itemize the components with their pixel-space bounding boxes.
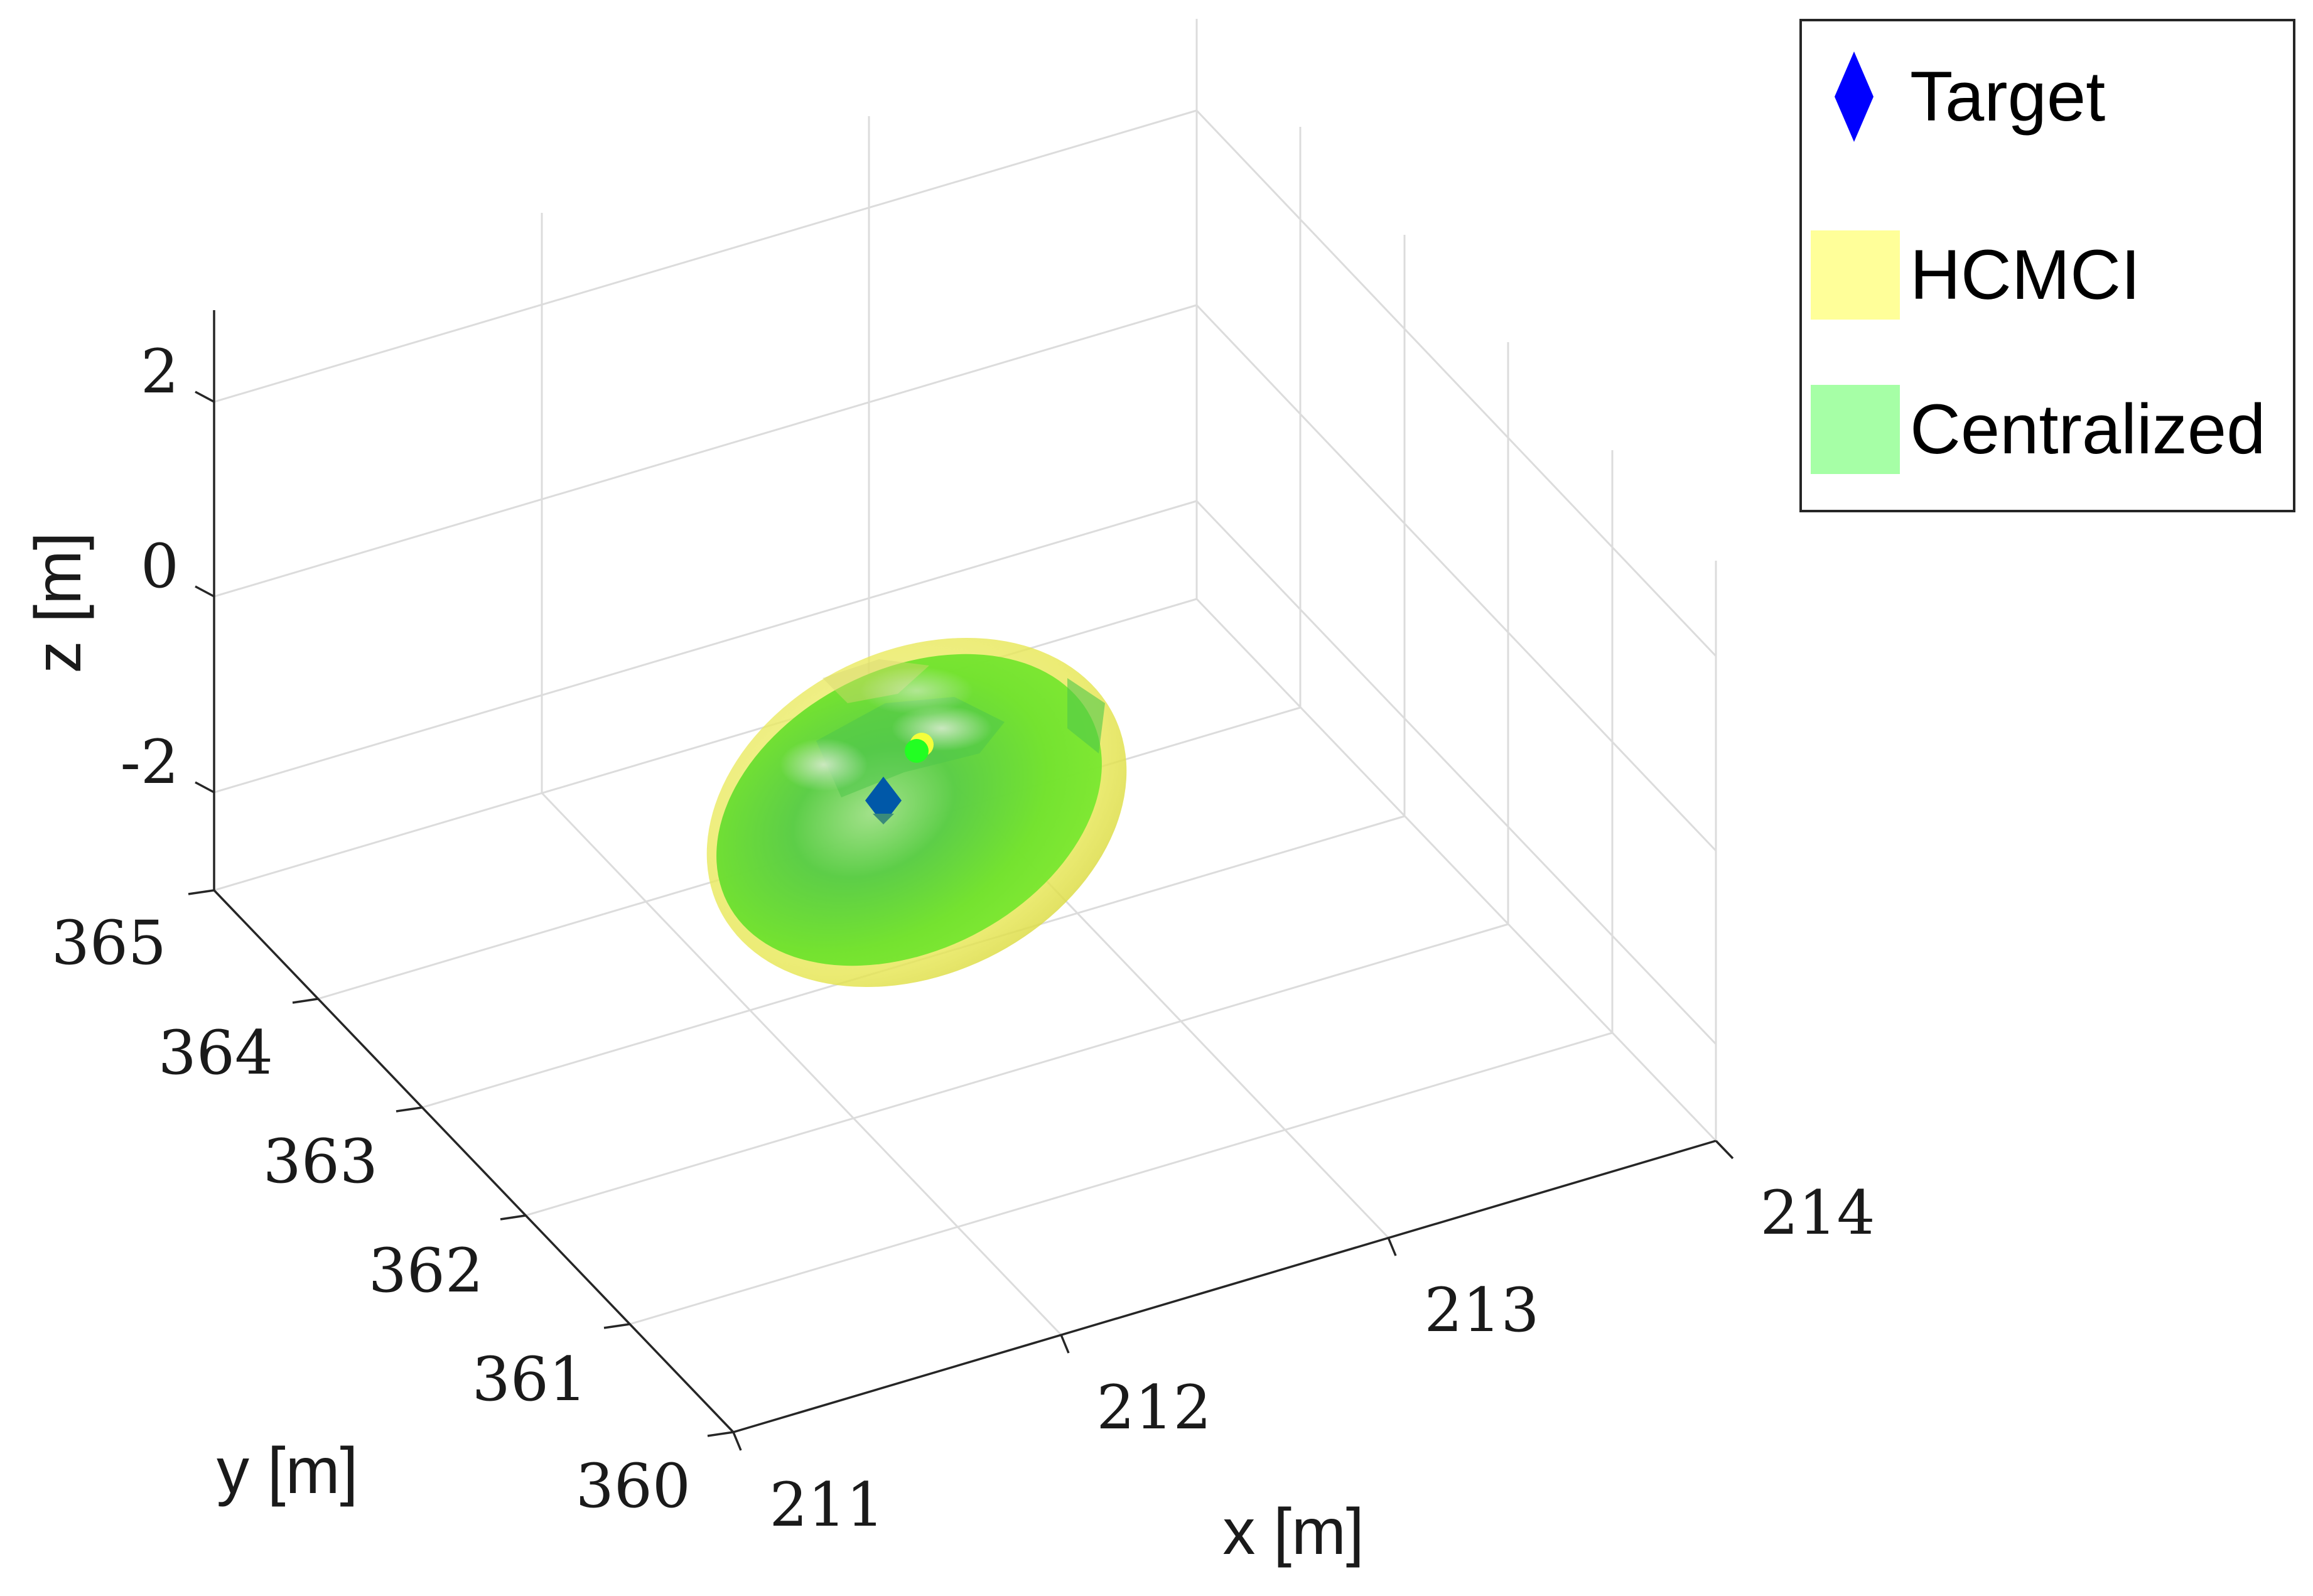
hcmci-swatch-icon (1811, 230, 1900, 320)
z-axis-label: z [m] (22, 532, 95, 673)
x-tick-labels: 211 212 213 214 (769, 1178, 1875, 1540)
legend: Target HCMCI Centralized (1799, 19, 2295, 512)
svg-text:362: 362 (369, 1236, 483, 1306)
target-marker (865, 777, 902, 824)
svg-text:363: 363 (263, 1126, 378, 1197)
centralized-swatch-icon (1811, 385, 1900, 474)
centralized-ellipsoid (716, 654, 1105, 966)
legend-label-hcmci: HCMCI (1910, 235, 2141, 314)
svg-text:211: 211 (769, 1470, 884, 1540)
svg-text:360: 360 (576, 1451, 691, 1521)
svg-text:214: 214 (1760, 1178, 1875, 1248)
svg-text:365: 365 (51, 908, 166, 978)
centralized-estimate-point (905, 739, 929, 763)
svg-text:361: 361 (472, 1344, 587, 1415)
x-axis-label: x [m] (1222, 1496, 1364, 1568)
axes (188, 310, 1734, 1451)
svg-text:212: 212 (1096, 1372, 1211, 1443)
legend-item-centralized: Centralized (1802, 379, 2293, 480)
x-axis (733, 1140, 1717, 1433)
z-tick-labels: 2 0 -2 (120, 337, 179, 797)
legend-item-target: Target (1802, 46, 2293, 147)
svg-text:364: 364 (158, 1018, 273, 1088)
y-axis-label: y [m] (217, 1435, 358, 1507)
z-tick-2: 2 (141, 337, 179, 407)
z-tick-0: 0 (141, 531, 179, 601)
legend-item-hcmci: HCMCI (1802, 225, 2293, 325)
z-tick-minus2: -2 (120, 727, 179, 797)
legend-label-target: Target (1910, 57, 2106, 136)
diamond-icon (1835, 51, 1874, 142)
svg-text:213: 213 (1424, 1275, 1539, 1345)
y-tick-labels: 365 364 363 362 361 360 (51, 908, 691, 1521)
legend-label-centralized: Centralized (1910, 390, 2266, 468)
y-axis (213, 889, 735, 1433)
